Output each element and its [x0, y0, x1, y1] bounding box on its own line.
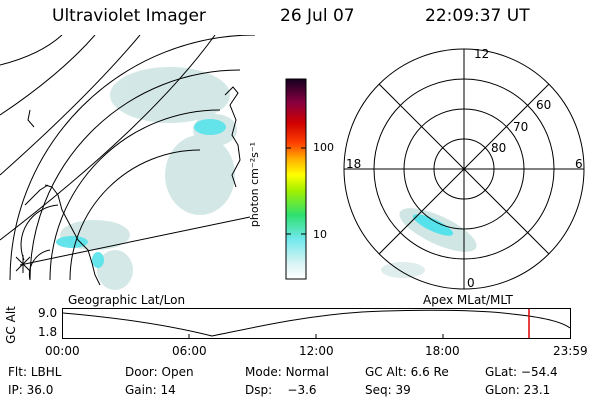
status-glat-value: −54.4 — [520, 365, 558, 379]
polar-aurora — [381, 208, 477, 278]
status-door-value: Open — [161, 365, 194, 379]
status-mode-value: Normal — [285, 365, 329, 379]
status-glon-value: 23.1 — [523, 383, 551, 397]
status-gc-alt-value: 6.6 Re — [410, 365, 449, 379]
polar-grid — [343, 48, 585, 290]
aurora-emission — [60, 67, 237, 290]
xtick-0600: 06:00 — [172, 344, 207, 358]
status-seq-value: 39 — [395, 383, 411, 397]
geographic-map — [0, 35, 256, 290]
mlt-label-right: 6 — [575, 157, 583, 171]
status-gc-alt: GC Alt: 6.6 Re — [365, 365, 449, 379]
xtick-0000: 00:00 — [45, 344, 80, 358]
status-dsp: Dsp: −3.6 — [245, 383, 317, 397]
lat-lon-grid — [0, 35, 256, 281]
status-gain: Gain: 14 — [125, 383, 176, 397]
geographic-title: Geographic Lat/Lon — [68, 293, 186, 307]
map-star-marker — [15, 255, 31, 273]
mlat-label-70: 70 — [513, 120, 529, 134]
status-ip: IP: 36.0 — [8, 383, 54, 397]
mlt-label-bottom: 0 — [467, 276, 475, 290]
image-time: 22:09:37 UT — [425, 6, 530, 26]
app-title: Ultraviolet Imager — [52, 6, 206, 26]
xtick-1200: 12:00 — [299, 344, 334, 358]
mlt-label-left: 18 — [346, 157, 362, 171]
status-door: Door: Open — [125, 365, 194, 379]
timeline-ylabel: GC Alt — [3, 306, 18, 344]
apex-title: Apex MLat/MLT — [423, 293, 513, 307]
mlt-label-top: 12 — [474, 47, 490, 61]
status-mode: Mode: Normal — [245, 365, 329, 379]
status-dsp-value: −3.6 — [287, 383, 317, 397]
colorbar-unit-label: photon cm⁻²s⁻¹ — [248, 141, 262, 228]
status-glat: GLat: −54.4 — [485, 365, 558, 379]
coastlines — [24, 86, 241, 286]
colorbar-tick-100: 100 — [313, 141, 334, 154]
altitude-timeline — [62, 308, 571, 339]
ytick-9: 9.0 — [38, 306, 58, 320]
status-ip-value: 36.0 — [26, 383, 54, 397]
xtick-1800: 18:00 — [425, 344, 460, 358]
mlat-label-80: 80 — [491, 141, 507, 155]
polar-plot — [343, 48, 585, 290]
colorbar-tick-10: 10 — [313, 228, 327, 241]
xtick-2359: 23:59 — [553, 344, 588, 358]
status-seq: Seq: 39 — [365, 383, 411, 397]
status-gain-value: 14 — [160, 383, 176, 397]
status-flt: Flt: LBHL — [8, 365, 62, 379]
ytick-1-8: 1.8 — [38, 325, 58, 339]
image-date: 26 Jul 07 — [280, 6, 355, 26]
status-glon: GLon: 23.1 — [485, 383, 551, 397]
colorbar — [285, 78, 307, 280]
mlat-label-60: 60 — [536, 98, 552, 112]
status-flt-value: LBHL — [30, 365, 62, 379]
